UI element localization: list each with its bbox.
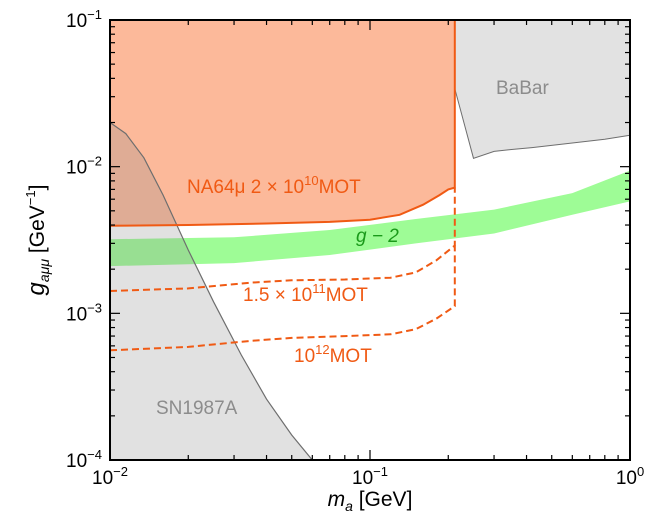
na64-label: NA64μ 2 × 1010MOT bbox=[187, 173, 361, 198]
g2-label: g − 2 bbox=[356, 226, 399, 247]
g2-band bbox=[110, 170, 630, 267]
x-tick-label: 100 bbox=[616, 464, 644, 489]
sn1987a-boundary bbox=[110, 122, 313, 460]
y-tick-label: 10−4 bbox=[66, 447, 102, 472]
projection-line-2 bbox=[110, 245, 456, 352]
babar-label: BaBar bbox=[496, 78, 549, 99]
sn1987a-region bbox=[110, 122, 313, 460]
babar-boundary bbox=[454, 20, 630, 159]
y-tick-label: 10−3 bbox=[66, 300, 102, 325]
projection-label-2: 1012MOT bbox=[294, 342, 372, 367]
x-axis-title: ma [GeV] bbox=[328, 488, 413, 514]
projection-label-1: 1.5 × 1011MOT bbox=[243, 281, 368, 306]
projection-line-1 bbox=[110, 187, 456, 292]
x-tick-label: 10−2 bbox=[92, 464, 128, 489]
na64-boundary-line bbox=[110, 20, 456, 227]
na64-excluded-region bbox=[110, 20, 455, 226]
y-tick-label: 10−2 bbox=[66, 154, 102, 179]
x-tick-label: 10−1 bbox=[352, 464, 388, 489]
babar-region bbox=[454, 20, 630, 159]
y-axis-title: gaμμ [GeV−1] bbox=[23, 185, 52, 296]
sn1987a-label: SN1987A bbox=[156, 398, 238, 419]
y-tick-label: 10−1 bbox=[66, 7, 102, 32]
